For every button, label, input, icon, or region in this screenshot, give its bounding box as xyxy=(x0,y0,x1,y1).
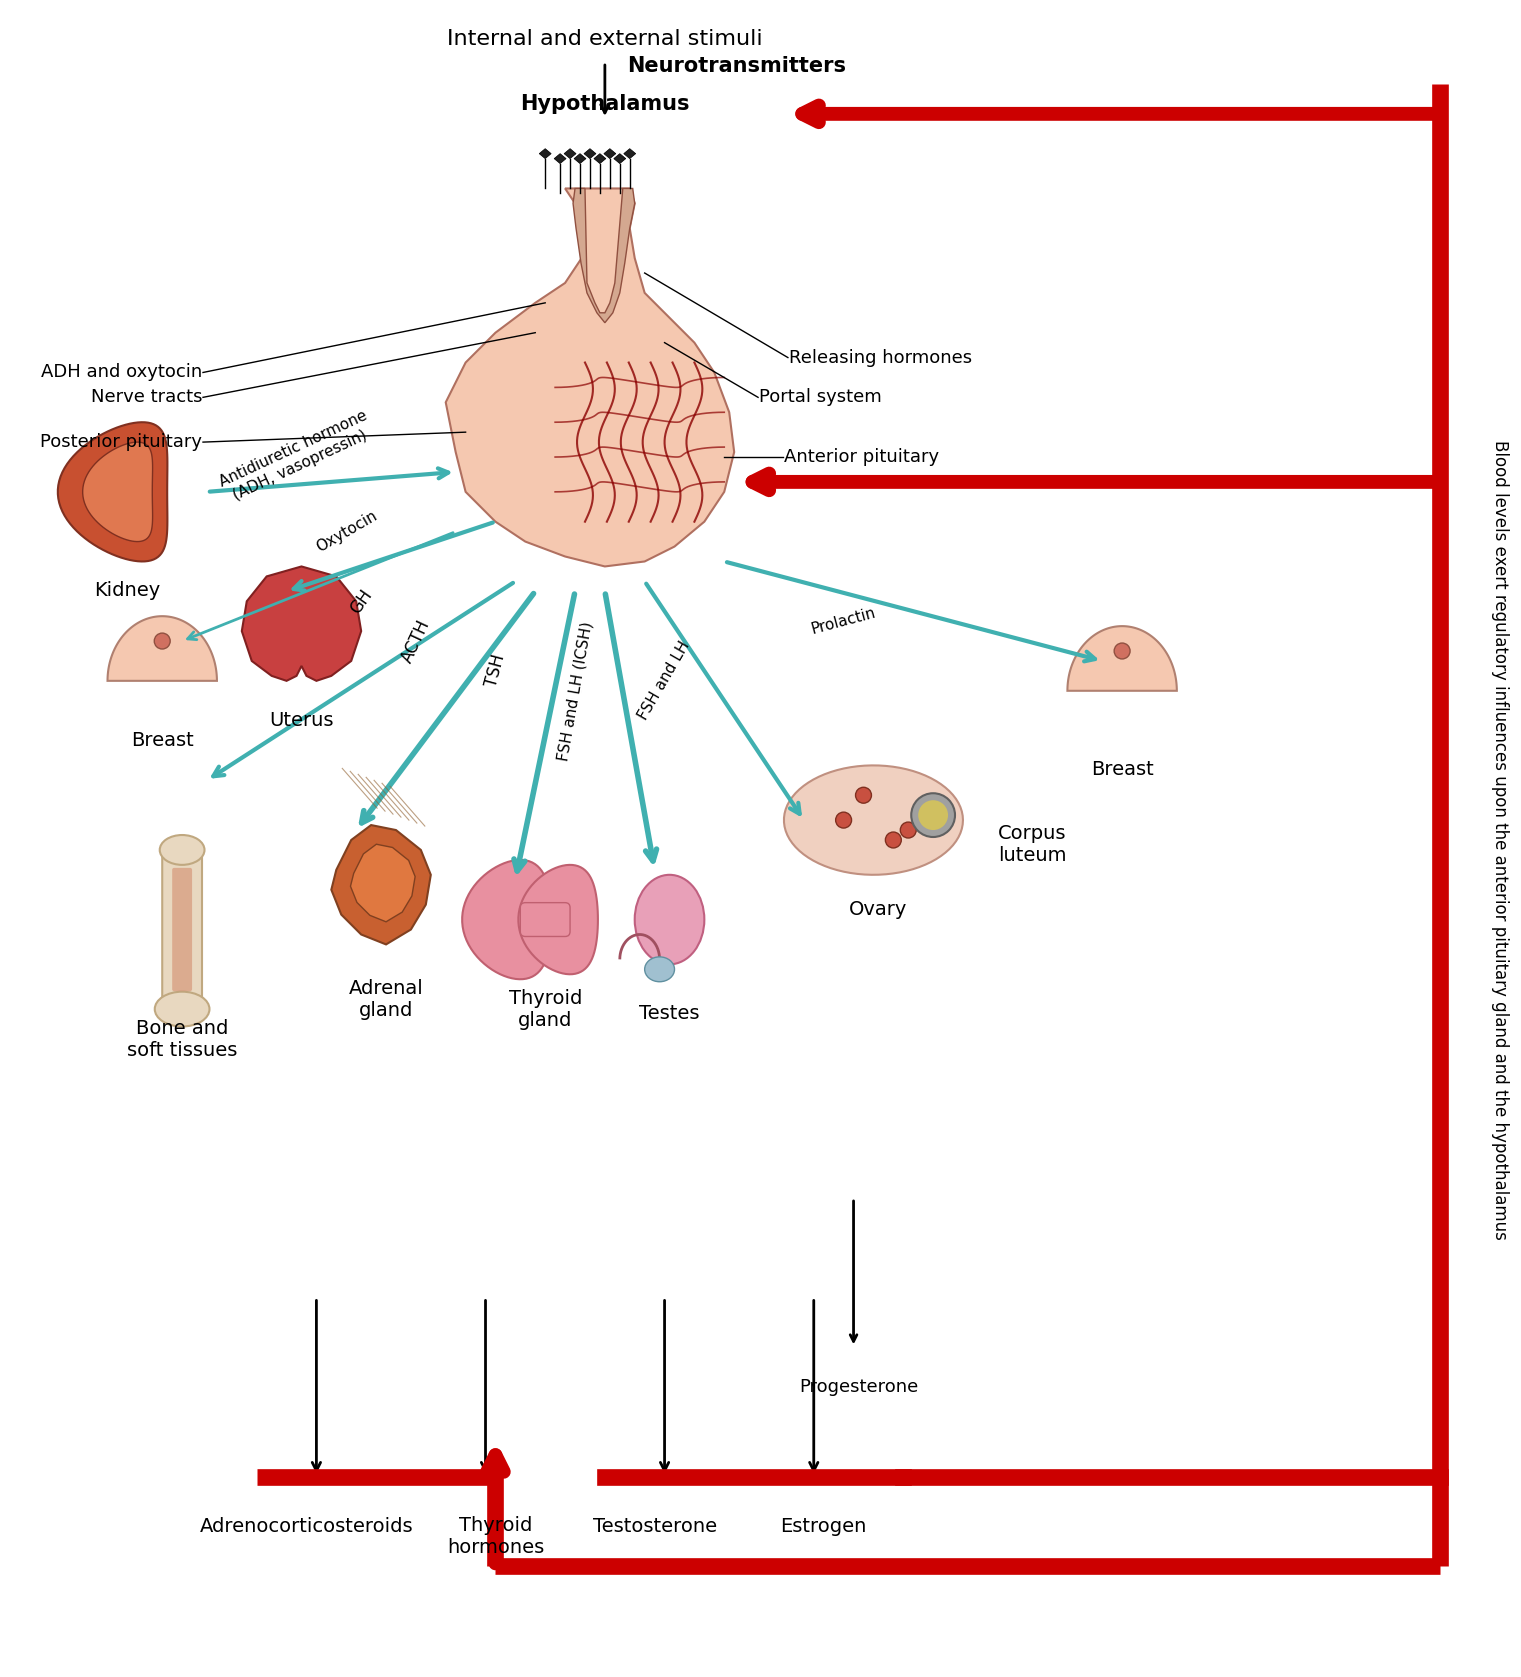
Text: Kidney: Kidney xyxy=(94,582,161,600)
Circle shape xyxy=(835,812,852,828)
Text: Breast: Breast xyxy=(131,731,193,750)
Polygon shape xyxy=(614,154,625,164)
FancyBboxPatch shape xyxy=(163,845,202,1015)
Text: Portal system: Portal system xyxy=(759,389,882,406)
Polygon shape xyxy=(108,615,218,681)
Polygon shape xyxy=(1068,626,1177,691)
Circle shape xyxy=(916,802,931,818)
Text: Thyroid
gland: Thyroid gland xyxy=(508,989,583,1030)
Polygon shape xyxy=(540,149,551,159)
Circle shape xyxy=(154,634,170,649)
FancyBboxPatch shape xyxy=(520,902,570,936)
Polygon shape xyxy=(554,154,566,164)
Text: FSH and LH: FSH and LH xyxy=(636,639,694,723)
Polygon shape xyxy=(519,865,598,974)
Text: TSH: TSH xyxy=(482,652,508,689)
Text: Anterior pituitary: Anterior pituitary xyxy=(783,448,938,466)
Text: ADH and oxytocin: ADH and oxytocin xyxy=(41,364,202,381)
Polygon shape xyxy=(573,154,586,164)
Text: Adrenal
gland: Adrenal gland xyxy=(348,979,423,1020)
FancyBboxPatch shape xyxy=(172,867,192,991)
Circle shape xyxy=(885,832,902,849)
Polygon shape xyxy=(573,188,634,322)
Text: ACTH: ACTH xyxy=(399,617,433,666)
Circle shape xyxy=(919,800,948,830)
Polygon shape xyxy=(462,860,552,979)
Polygon shape xyxy=(604,149,616,159)
Text: Oxytocin: Oxytocin xyxy=(313,508,379,555)
Polygon shape xyxy=(242,567,360,681)
Text: Breast: Breast xyxy=(1091,760,1153,780)
Ellipse shape xyxy=(155,991,210,1026)
Ellipse shape xyxy=(645,958,674,981)
Circle shape xyxy=(900,822,916,838)
Text: Antidiuretic hormone
(ADH, vasopressin): Antidiuretic hormone (ADH, vasopressin) xyxy=(216,408,377,506)
Polygon shape xyxy=(593,154,605,164)
Polygon shape xyxy=(564,149,576,159)
Text: Hypothalamus: Hypothalamus xyxy=(520,94,689,114)
Polygon shape xyxy=(58,423,167,562)
Polygon shape xyxy=(332,825,430,944)
Text: Corpus
luteum: Corpus luteum xyxy=(998,825,1066,865)
Text: Estrogen: Estrogen xyxy=(780,1516,867,1536)
Text: Neurotransmitters: Neurotransmitters xyxy=(627,55,846,75)
Polygon shape xyxy=(350,844,415,922)
Text: FSH and LH (ICSH): FSH and LH (ICSH) xyxy=(555,620,595,761)
Circle shape xyxy=(855,787,872,803)
Polygon shape xyxy=(624,149,636,159)
Text: Uterus: Uterus xyxy=(269,711,333,729)
Text: Prolactin: Prolactin xyxy=(809,605,878,637)
Text: Nerve tracts: Nerve tracts xyxy=(91,389,202,406)
Polygon shape xyxy=(446,188,735,567)
Text: Bone and
soft tissues: Bone and soft tissues xyxy=(126,1020,237,1060)
Text: Blood levels exert regulatory influences upon the anterior pituitary gland and t: Blood levels exert regulatory influences… xyxy=(1491,439,1509,1239)
Text: Thyroid
hormones: Thyroid hormones xyxy=(447,1516,545,1556)
Text: Testosterone: Testosterone xyxy=(593,1516,716,1536)
Text: Internal and external stimuli: Internal and external stimuli xyxy=(447,29,762,49)
Text: Adrenocorticosteroids: Adrenocorticosteroids xyxy=(199,1516,414,1536)
Polygon shape xyxy=(783,765,963,875)
Text: Posterior pituitary: Posterior pituitary xyxy=(40,433,202,451)
Text: Releasing hormones: Releasing hormones xyxy=(789,349,972,367)
Circle shape xyxy=(911,793,955,837)
Text: Ovary: Ovary xyxy=(849,899,908,919)
Polygon shape xyxy=(584,149,596,159)
Text: Progesterone: Progesterone xyxy=(799,1378,919,1395)
Circle shape xyxy=(1115,642,1130,659)
Ellipse shape xyxy=(634,875,704,964)
Text: Testes: Testes xyxy=(639,1005,700,1023)
Text: GH: GH xyxy=(347,585,376,617)
Ellipse shape xyxy=(160,835,204,865)
Polygon shape xyxy=(82,443,152,542)
